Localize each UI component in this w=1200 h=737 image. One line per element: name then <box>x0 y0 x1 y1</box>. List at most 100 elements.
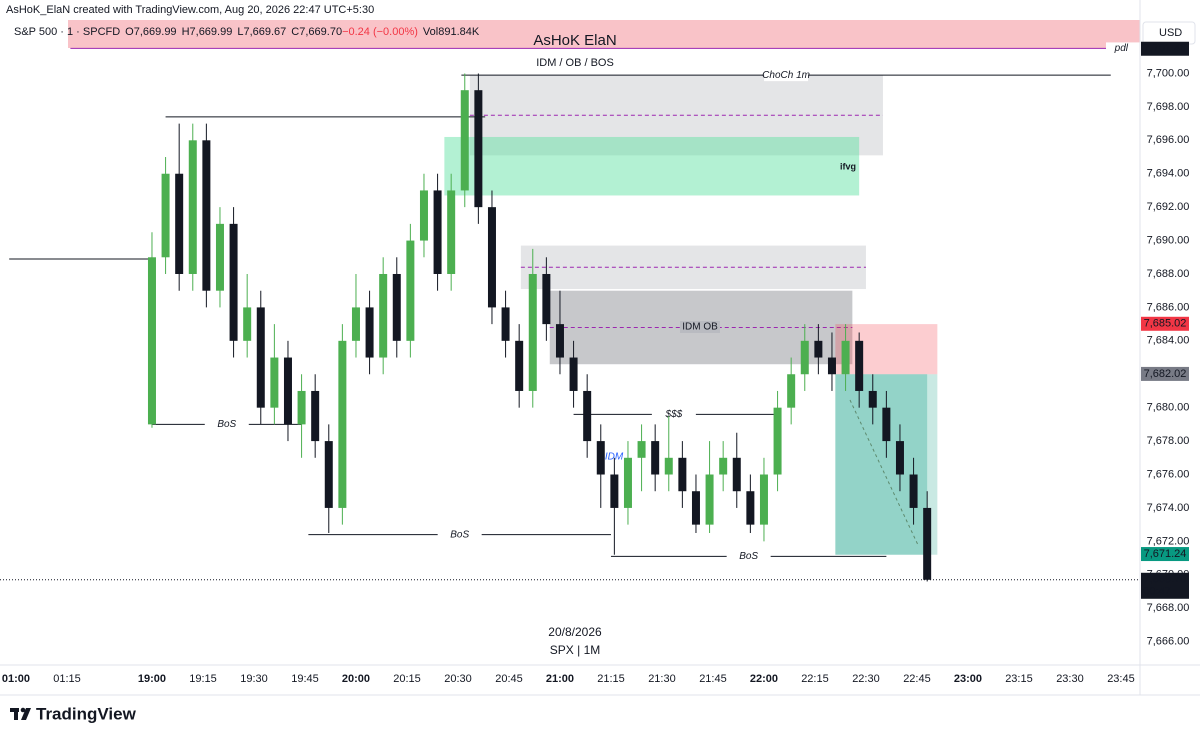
logo-icon <box>21 708 31 720</box>
ohlc-value: 7,669.67 <box>243 26 286 38</box>
symbol: S&P 500 · 1 · SPCFD O7,669.99 H7,669.99 L7,… <box>14 26 480 38</box>
candle-body <box>895 441 904 475</box>
y-tick-label: 7,676.00 <box>1147 468 1190 480</box>
level-label: pdl <box>1114 43 1129 54</box>
price-label: 7,669.70 <box>1144 574 1187 586</box>
y-tick-label: 7,690.00 <box>1147 234 1190 246</box>
candle-body <box>746 491 755 525</box>
ohlc-value: −0.24 (−0.00%) <box>342 26 418 38</box>
symbol-name: S&P 500 · 1 · SPCFD <box>14 26 120 38</box>
x-tick-label: 22:15 <box>801 673 829 685</box>
brand: TradingView <box>36 704 137 723</box>
candle-body <box>515 340 524 391</box>
candle-body <box>569 357 578 391</box>
y-tick-label: 7,700.00 <box>1147 67 1190 79</box>
candle-body <box>406 240 415 341</box>
logo: TradingView <box>10 704 137 723</box>
candle-body <box>664 457 673 475</box>
level-label-bg <box>764 69 809 82</box>
zone <box>835 374 928 555</box>
candle-body <box>161 173 170 258</box>
y-tick-label: 7,684.00 <box>1147 335 1190 347</box>
banner <box>68 20 1140 48</box>
projection <box>849 399 919 546</box>
price-label: 7,701.48 <box>1144 43 1187 55</box>
x-tick-label: 23:30 <box>1056 673 1084 685</box>
candle-body <box>270 357 279 408</box>
candle-body <box>732 457 741 492</box>
note: IDM <box>605 452 624 463</box>
x-tick-label: 19:45 <box>291 673 319 685</box>
candle-body <box>147 257 156 425</box>
x-tick-label: 21:00 <box>546 673 574 685</box>
x-tick-label: 20:30 <box>444 673 472 685</box>
candle-body <box>841 340 850 375</box>
x-tick-label: 21:30 <box>648 673 676 685</box>
candle-body <box>759 474 768 525</box>
note-bg <box>680 321 720 333</box>
candle-body <box>433 190 442 274</box>
price-label: 7,682.02 <box>1144 368 1187 380</box>
candle-body <box>583 390 592 442</box>
ohlc-key: L <box>237 26 243 38</box>
credit: AsHoK_ElaN created with TradingView.com,… <box>6 4 374 16</box>
candle-body <box>365 307 374 358</box>
x-tick-label: 01:00 <box>2 673 30 685</box>
candle-body <box>379 273 388 358</box>
level-label: ChoCh 1m <box>762 70 810 81</box>
candle-body <box>678 457 687 492</box>
x-tick-label: 21:15 <box>597 673 625 685</box>
y-tick-label: 7,696.00 <box>1147 134 1190 146</box>
candle-body <box>283 357 292 425</box>
zone <box>835 324 938 375</box>
candle-body <box>324 441 333 508</box>
currency: USD <box>1159 27 1182 39</box>
x-tick-label: 22:45 <box>903 673 931 685</box>
candle-body <box>909 474 918 508</box>
price-label-sub: 00:47 <box>1143 586 1171 598</box>
x-tick-label: 23:15 <box>1005 673 1033 685</box>
x-tick-label: 22:00 <box>750 673 778 685</box>
y-tick-label: 7,688.00 <box>1147 268 1190 280</box>
note: ifvg <box>840 161 856 171</box>
ohlc-key: O <box>125 26 134 38</box>
y-tick-label: 7,692.00 <box>1147 201 1190 213</box>
candle-body <box>923 507 932 580</box>
x-tick-label: 19:00 <box>138 673 166 685</box>
candle-body <box>229 223 238 341</box>
x-tick-label: 19:30 <box>240 673 268 685</box>
level-label: $$$ <box>665 409 683 420</box>
candle-body <box>610 474 619 508</box>
note: IDM OB <box>682 322 718 333</box>
y-tick-label: 7,668.00 <box>1147 602 1190 614</box>
ohlc-value: 7,669.99 <box>134 26 177 38</box>
price-label-box <box>1141 547 1189 562</box>
ohlc-value: 7,669.70 <box>299 26 342 38</box>
logo-icon <box>20 707 26 713</box>
level-label-bg <box>726 550 771 563</box>
candle-body <box>623 457 632 508</box>
ticker: SPX | 1M <box>550 643 600 657</box>
candle-body <box>555 324 564 358</box>
candle-body <box>787 374 796 408</box>
x-tick-label: 01:15 <box>53 673 81 685</box>
candle-body <box>882 407 891 442</box>
candle-body <box>651 441 660 475</box>
y-tick-label: 7,680.00 <box>1147 402 1190 414</box>
level-label-bg <box>1106 42 1140 55</box>
y-tick-label: 7,674.00 <box>1147 502 1190 514</box>
level-label: BoS <box>217 419 236 430</box>
x-tick-label: 22:30 <box>852 673 880 685</box>
level-label-bg <box>651 408 696 421</box>
candle-body <box>637 441 646 458</box>
candle-body <box>202 140 211 291</box>
candle-body <box>501 307 510 341</box>
y-tick-label: 7,694.00 <box>1147 168 1190 180</box>
price-label: 7,671.24 <box>1144 548 1187 560</box>
candle-body <box>487 207 496 308</box>
candle-body <box>800 340 809 375</box>
candle-body <box>691 491 700 525</box>
candle-body <box>528 273 537 391</box>
